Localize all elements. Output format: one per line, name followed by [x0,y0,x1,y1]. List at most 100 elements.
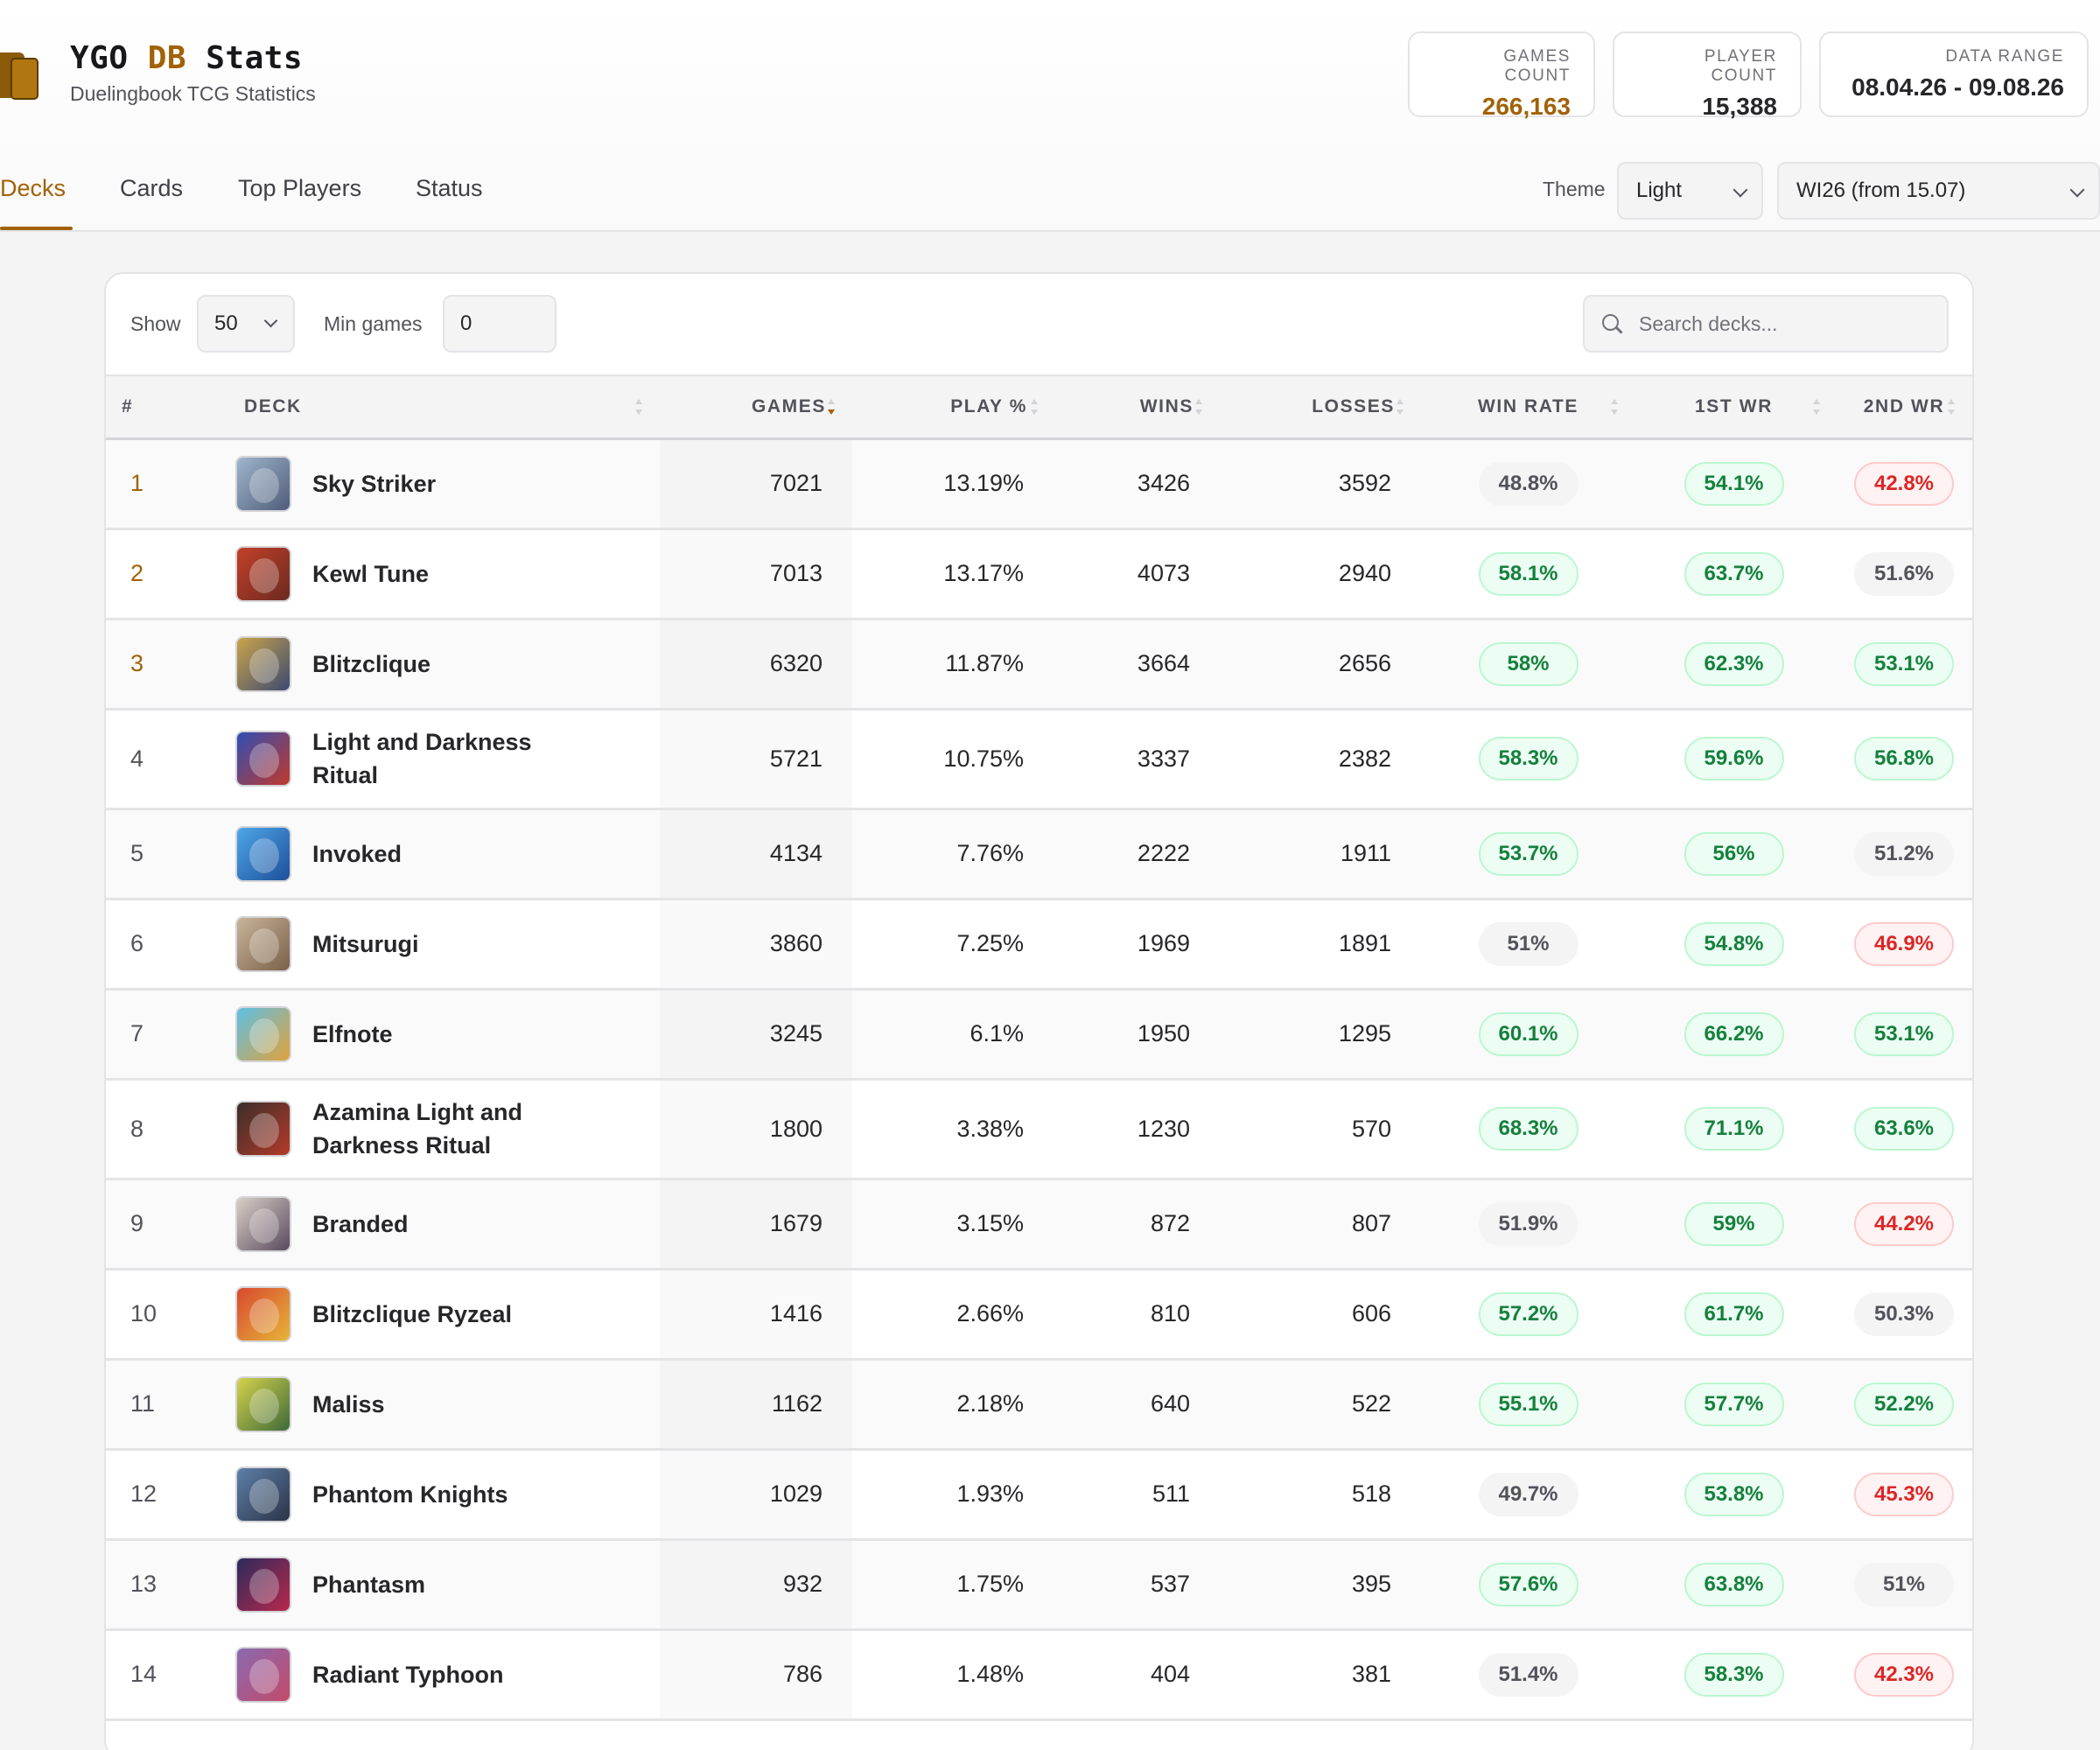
deck-play-pct: 1.48% [956,1661,1024,1687]
deck-cell[interactable]: Light and Darkness Ritual [218,709,660,808]
deck-games: 1679 [660,1179,852,1269]
deck-name[interactable]: Phantom Knights [312,1480,508,1508]
active-tab-indicator [0,227,73,230]
deck-play-pct: 3.38% [956,1115,1024,1142]
deck-name[interactable]: Phantasm [312,1571,426,1598]
deck-play-pct: 2.66% [956,1300,1024,1326]
tab-status[interactable]: Status [416,175,483,201]
table-row[interactable]: 8 Azamina Light and Darkness Ritual 1800 3.… [106,1079,1972,1179]
player-count-card: PLAYER COUNT 15,388 [1613,32,1802,120]
deck-cell[interactable]: Azamina Light and Darkness Ritual [218,1079,660,1179]
deck-name[interactable]: Branded [312,1210,409,1237]
deck-name[interactable]: Blitzclique Ryzeal [312,1300,513,1327]
win-rate-badge: 60.1% [1478,1012,1578,1056]
table-row[interactable]: 3 Blitzclique 6320 11.87% 3664 2656 58% 62.3% 53… [106,619,1972,709]
table-row[interactable]: 7 Elfnote 3245 6.1% 1950 1295 60.1% 66.2% 53.1% [106,989,1972,1079]
table-row[interactable]: 1 Sky Striker 7021 13.19% 3426 3592 48.8% 54.1%… [106,438,1972,528]
col-wins[interactable]: WINS [1054,375,1220,438]
table-row[interactable]: 6 Mitsurugi 3860 7.25% 1969 1891 51% 54.8% 46.9% [106,899,1972,989]
win-rate-badge: 51% [1478,921,1578,966]
table-row[interactable]: 14 Radiant Typhoon 786 1.48% 404 381 51.4% 58.3… [106,1629,1972,1719]
sort-icon [1396,399,1404,418]
deck-rank: 6 [130,930,144,956]
deck-name[interactable]: Azamina Light and Darkness Ritual [312,1099,523,1158]
sort-icon [1611,399,1618,418]
deck-games: 3245 [660,989,852,1079]
col-losses[interactable]: LOSSES [1220,375,1421,438]
col-second-wr[interactable]: 2ND WR [1832,375,1972,438]
deck-cell[interactable]: Mitsurugi [218,899,660,989]
deck-cell[interactable]: Radiant Typhoon [218,1629,660,1719]
deck-rank: 13 [130,1571,158,1597]
win-rate-badge: 55.1% [1478,1382,1578,1426]
win-rate-badge: 58.3% [1478,737,1578,780]
deck-cell[interactable]: Blitzclique Ryzeal [218,1269,660,1359]
col-games[interactable]: GAMES [660,375,852,438]
deck-play-pct: 3.15% [956,1210,1024,1236]
first-wr-badge: 57.7% [1684,1382,1784,1426]
deck-name[interactable]: Sky Striker [312,470,437,497]
table-row[interactable]: 2 Kewl Tune 7013 13.17% 4073 2940 58.1% 63.7% 51… [106,528,1972,619]
deck-name[interactable]: Kewl Tune [312,560,430,587]
col-deck[interactable]: DECK [218,375,660,438]
theme-select[interactable]: Light [1617,162,1763,220]
deck-thumbnail-image [235,1376,291,1432]
deck-name[interactable]: Maliss [312,1390,385,1418]
tab-decks[interactable]: Decks [0,175,66,201]
table-row[interactable]: 10 Blitzclique Ryzeal 1416 2.66% 810 606 57.2%… [106,1269,1972,1359]
deck-thumbnail-image [235,1646,291,1703]
deck-cell[interactable]: Kewl Tune [218,528,660,619]
deck-cell[interactable]: Elfnote [218,989,660,1079]
deck-wins: 2222 [1137,840,1190,866]
deck-thumbnail-image [235,635,291,692]
col-first-wr[interactable]: 1ST WR [1635,375,1832,438]
table-row[interactable]: 13 Phantasm 932 1.75% 537 395 57.6% 63.8% 51% [106,1539,1972,1629]
deck-rank: 7 [130,1020,144,1046]
col-play-pct[interactable]: PLAY % [852,375,1054,438]
deck-cell[interactable]: Blitzclique [218,619,660,709]
search-input[interactable]: Search decks... [1583,295,1949,353]
deck-wins: 4073 [1137,560,1190,586]
table-row[interactable]: 12 Phantom Knights 1029 1.93% 511 518 49.7% 53.… [106,1449,1972,1539]
deck-losses: 606 [1351,1300,1391,1326]
table-row[interactable]: 4 Light and Darkness Ritual 5721 10.75% 3337… [106,709,1972,808]
table-row[interactable]: 5 Invoked 4134 7.76% 2222 1911 53.7% 56% 51.2% [106,808,1972,899]
app-subtitle: Duelingbook TCG Statistics [70,82,316,105]
page-size-select[interactable]: 50 [197,295,295,353]
deck-rank: 3 [130,650,144,676]
first-wr-badge: 54.8% [1684,921,1784,966]
table-row[interactable]: 9 Branded 1679 3.15% 872 807 51.9% 59% 44.2% [106,1179,1972,1269]
deck-name[interactable]: Invoked [312,840,402,867]
deck-rank: 10 [130,1300,158,1326]
first-wr-badge: 66.2% [1684,1012,1784,1056]
deck-name[interactable]: Light and Darkness Ritual [312,729,532,788]
tab-cards[interactable]: Cards [120,175,184,201]
deck-cell[interactable]: Phantasm [218,1539,660,1629]
deck-losses: 381 [1351,1661,1391,1687]
deck-thumbnail-image [235,825,291,882]
deck-name[interactable]: Radiant Typhoon [312,1661,504,1688]
theme-label: Theme [1543,178,1606,200]
deck-rank: 14 [130,1661,158,1687]
deck-losses: 2940 [1338,560,1391,586]
deck-name[interactable]: Blitzclique [312,650,431,677]
deck-cell[interactable]: Branded [218,1179,660,1269]
deck-name[interactable]: Mitsurugi [312,930,419,957]
first-wr-badge: 71.1% [1684,1107,1784,1151]
deck-cell[interactable]: Invoked [218,808,660,899]
deck-cell[interactable]: Sky Striker [218,438,660,528]
second-wr-badge: 51% [1854,1562,1954,1606]
deck-cell[interactable]: Maliss [218,1359,660,1449]
deck-cell[interactable]: Phantom Knights [218,1449,660,1539]
deck-name[interactable]: Elfnote [312,1020,393,1047]
col-win-rate[interactable]: WIN RATE [1421,375,1635,438]
deck-thumbnail-image [235,1195,291,1252]
col-rank[interactable]: # [122,396,134,416]
deck-play-pct: 2.18% [956,1390,1024,1417]
min-games-input[interactable]: 0 [443,295,556,353]
deck-games: 1162 [660,1359,852,1449]
deck-games: 786 [660,1629,852,1719]
table-row[interactable]: 11 Maliss 1162 2.18% 640 522 55.1% 57.7% 52.2% [106,1359,1972,1449]
tab-top-players[interactable]: Top Players [238,175,362,201]
season-select[interactable]: WI26 (from 15.07) [1777,162,2100,220]
